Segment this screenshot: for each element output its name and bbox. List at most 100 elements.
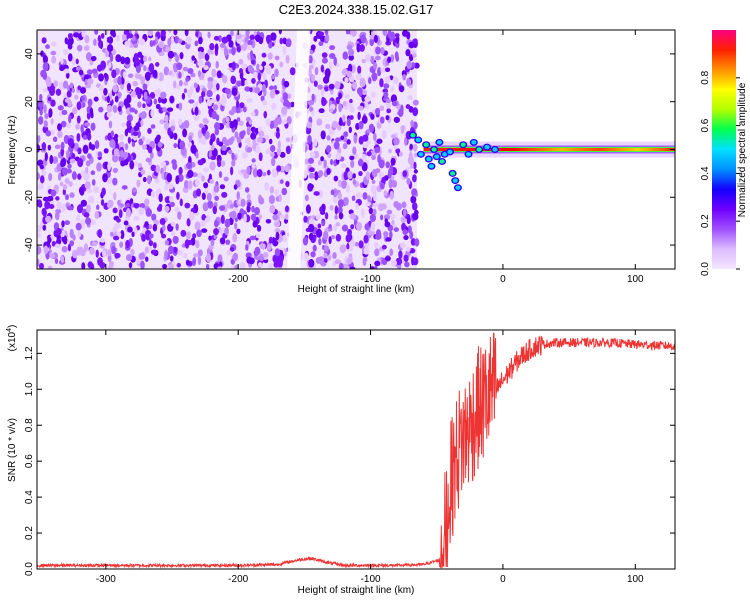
spectral-speckle bbox=[274, 228, 281, 234]
spectral-speckle bbox=[44, 201, 51, 210]
spectral-speckle bbox=[234, 217, 239, 222]
spectral-speckle bbox=[337, 192, 343, 200]
spectral-speckle bbox=[195, 151, 199, 159]
spectral-speckle bbox=[203, 65, 209, 71]
spectral-speckle bbox=[72, 249, 78, 259]
spectral-speckle bbox=[246, 166, 251, 175]
spectral-speckle bbox=[224, 218, 231, 228]
spectral-speckle bbox=[307, 134, 312, 144]
spectral-speckle bbox=[168, 245, 174, 255]
spectral-speckle bbox=[232, 252, 239, 262]
spectral-speckle bbox=[348, 126, 352, 134]
spectral-speckle bbox=[120, 160, 126, 167]
spectral-speckle bbox=[388, 178, 393, 189]
spectral-speckle bbox=[236, 191, 240, 200]
spectral-speckle bbox=[390, 54, 395, 63]
snr-frame bbox=[36, 329, 676, 570]
spectral-speckle bbox=[187, 141, 192, 148]
spectral-speckle bbox=[97, 229, 103, 239]
spectral-speckle bbox=[212, 104, 219, 111]
spectral-speckle bbox=[368, 207, 374, 215]
spectral-speckle bbox=[320, 64, 325, 73]
spectral-speckle bbox=[349, 213, 356, 220]
spectral-speckle bbox=[328, 236, 332, 245]
spectral-speckle bbox=[252, 220, 258, 228]
spectral-speckle bbox=[94, 211, 99, 220]
spectral-speckle bbox=[226, 250, 233, 256]
spectral-speckle bbox=[257, 136, 263, 143]
spectral-speckle bbox=[323, 159, 327, 169]
spectral-speckle bbox=[160, 160, 167, 167]
spectral-speckle bbox=[148, 240, 154, 247]
spectral-speckle bbox=[37, 199, 43, 208]
spectral-speckle bbox=[107, 161, 111, 172]
spectral-speckle bbox=[221, 145, 228, 151]
spectral-speckle bbox=[37, 233, 41, 238]
spectral-speckle bbox=[77, 173, 82, 180]
spectral-speckle bbox=[106, 44, 114, 52]
spectral-speckle bbox=[329, 159, 334, 166]
spectral-speckle bbox=[302, 236, 309, 246]
spectral-speckle bbox=[407, 155, 414, 165]
spectral-speckle bbox=[285, 54, 290, 64]
spectral-speckle bbox=[145, 256, 149, 262]
spectral-speckle bbox=[281, 106, 288, 116]
spectral-speckle bbox=[167, 38, 172, 47]
spectral-speckle bbox=[106, 202, 113, 209]
spectral-speckle bbox=[285, 38, 292, 48]
spectral-speckle bbox=[385, 101, 392, 109]
spectral-speckle bbox=[106, 176, 113, 185]
spectral-speckle bbox=[148, 233, 154, 239]
spectral-speckle bbox=[185, 77, 190, 82]
spectral-speckle bbox=[48, 108, 52, 119]
spectral-speckle bbox=[365, 54, 371, 62]
spectral-speckle bbox=[147, 146, 153, 154]
spectral-speckle bbox=[89, 263, 95, 269]
spectral-speckle bbox=[379, 182, 385, 190]
spectral-speckle bbox=[217, 161, 222, 167]
spectral-speckle bbox=[88, 195, 95, 205]
spectral-speckle bbox=[268, 262, 273, 269]
spectral-speckle bbox=[369, 213, 377, 223]
spectral-speckle bbox=[47, 265, 53, 269]
spectral-speckle bbox=[66, 90, 72, 98]
spectral-speckle bbox=[384, 76, 391, 84]
spectral-speckle bbox=[61, 203, 66, 213]
spectral-speckle bbox=[380, 47, 385, 55]
spectral-speckle bbox=[357, 158, 364, 167]
spectral-speckle bbox=[45, 130, 52, 137]
spectral-speckle bbox=[115, 34, 121, 42]
spectral-speckle bbox=[112, 104, 118, 113]
spectral-speckle bbox=[219, 237, 226, 245]
spectral-speckle bbox=[76, 204, 84, 214]
spectral-speckle bbox=[150, 151, 154, 159]
spectral-speckle bbox=[186, 36, 192, 45]
spectral-speckle bbox=[42, 196, 50, 202]
x-tick-label: -100 bbox=[361, 274, 381, 285]
spectral-speckle bbox=[213, 219, 219, 228]
spectral-speckle bbox=[125, 208, 131, 218]
spectral-speckle bbox=[79, 87, 87, 94]
spectral-speckle bbox=[214, 128, 220, 136]
spectral-speckle bbox=[130, 90, 137, 98]
spectral-speckle bbox=[107, 62, 112, 69]
spectral-speckle bbox=[256, 224, 262, 232]
y-tick-label: 1.2 bbox=[24, 346, 35, 360]
spectral-speckle bbox=[37, 135, 41, 143]
svg-text:(x104): (x104) bbox=[6, 325, 18, 352]
spectral-speckle bbox=[256, 63, 260, 72]
spectral-speckle bbox=[373, 34, 378, 43]
spectral-speckle bbox=[241, 63, 248, 69]
spectral-speckle bbox=[183, 88, 188, 94]
spectral-speckle bbox=[235, 100, 240, 109]
spectral-speckle bbox=[152, 223, 158, 232]
spectral-speckle bbox=[340, 163, 347, 169]
spectral-speckle bbox=[72, 32, 80, 38]
spectral-speckle bbox=[252, 168, 259, 178]
spectral-speckle bbox=[175, 54, 180, 63]
spectral-speckle bbox=[390, 157, 396, 166]
spectral-speckle bbox=[234, 264, 239, 269]
spectral-speckle bbox=[187, 68, 194, 74]
spectral-speckle bbox=[313, 30, 317, 33]
spectral-speckle bbox=[133, 226, 138, 235]
